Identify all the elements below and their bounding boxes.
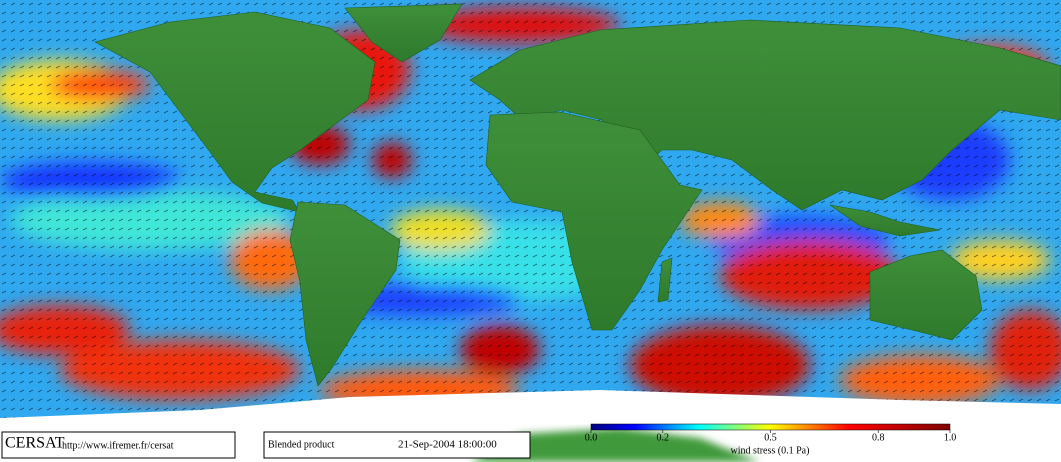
url: http://www.ifremer.fr/cersat [62,440,174,451]
colorbar-tick-label: 1.0 [944,432,957,443]
eurasia [469,19,1061,211]
greenland [344,3,463,63]
south-america [289,201,401,387]
logo: CERSAT [5,435,65,452]
africa [485,111,703,331]
madagascar [657,257,673,303]
colorbar: wind stress (0.1 Pa) 0.0 0.2 0.5 0.8 1.0 [585,423,957,456]
date: 21-Sep-2004 18:00:00 [398,439,497,451]
footer: CERSAT http://www.ifremer.fr/cersat Blen… [1,431,531,459]
colorbar-tick-label: 0.5 [764,432,777,443]
north-america [94,11,376,213]
product: Blended product [268,439,335,450]
australia [869,249,983,341]
colorbar-tick-label: 0.0 [585,432,598,443]
colorbar-label: wind stress (0.1 Pa) [731,445,810,456]
source-box [1,431,236,459]
colorbar-tick-label: 0.8 [872,432,885,443]
indonesia [829,204,941,237]
colorbar-gradient [590,423,951,431]
antarctic-relief [470,428,760,462]
colorbar-tick-label: 0.2 [657,432,670,443]
product-box [263,431,531,459]
